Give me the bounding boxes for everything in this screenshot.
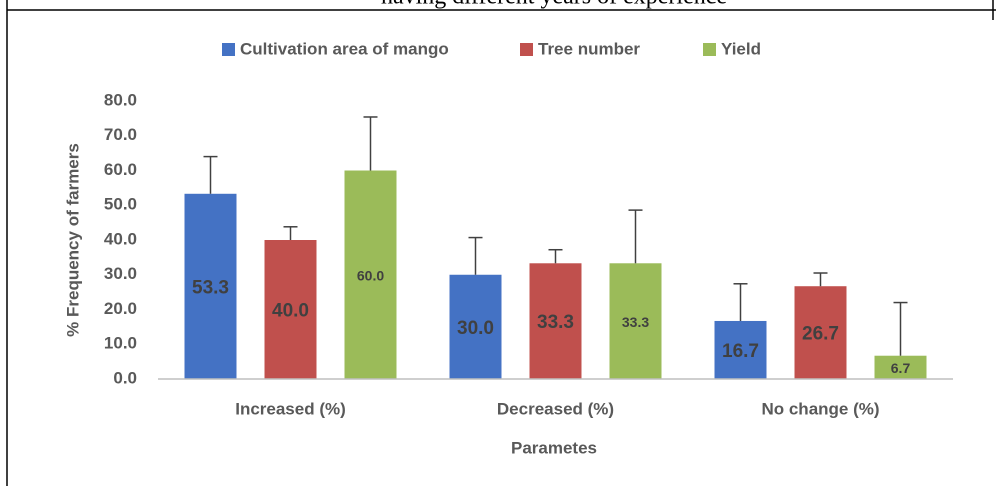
chart-title: having different years of experience <box>381 0 727 10</box>
x-tick-label: Decreased (%) <box>497 399 614 418</box>
legend-swatch <box>703 43 716 56</box>
data-label: 26.7 <box>802 324 839 345</box>
bar <box>449 274 502 379</box>
y-tick-label: 20.0 <box>104 299 137 318</box>
y-tick-label: 30.0 <box>104 264 137 283</box>
bar <box>874 355 927 379</box>
data-label: 30.0 <box>457 318 494 339</box>
bar <box>794 286 847 379</box>
y-tick-label: 50.0 <box>104 195 137 214</box>
legend-swatch <box>520 43 533 56</box>
x-axis-title: Parametes <box>511 438 597 457</box>
x-tick-label: No change (%) <box>761 399 879 418</box>
bar <box>264 240 317 379</box>
bar <box>184 193 237 379</box>
legend-label: Cultivation area of mango <box>240 39 449 58</box>
y-tick-label: 70.0 <box>104 125 137 144</box>
y-tick-label: 80.0 <box>104 90 137 109</box>
x-tick-label: Increased (%) <box>235 399 346 418</box>
data-label: 33.3 <box>622 314 649 330</box>
data-label: 60.0 <box>357 267 384 283</box>
y-tick-label: 60.0 <box>104 160 137 179</box>
legend-label: Tree number <box>538 39 640 58</box>
y-axis-title: % Frequency of farmers <box>63 143 82 337</box>
legend-label: Yield <box>721 39 761 58</box>
legend-swatch <box>222 43 235 56</box>
data-label: 16.7 <box>722 341 759 362</box>
y-tick-label: 10.0 <box>104 334 137 353</box>
bar <box>529 263 582 379</box>
y-tick-label: 0.0 <box>113 368 137 387</box>
data-label: 33.3 <box>537 312 574 333</box>
y-tick-label: 40.0 <box>104 229 137 248</box>
data-label: 6.7 <box>891 360 911 376</box>
data-label: 53.3 <box>192 277 229 298</box>
bar <box>714 320 767 379</box>
data-label: 40.0 <box>272 301 309 322</box>
bar <box>609 263 662 379</box>
bar <box>344 170 397 379</box>
